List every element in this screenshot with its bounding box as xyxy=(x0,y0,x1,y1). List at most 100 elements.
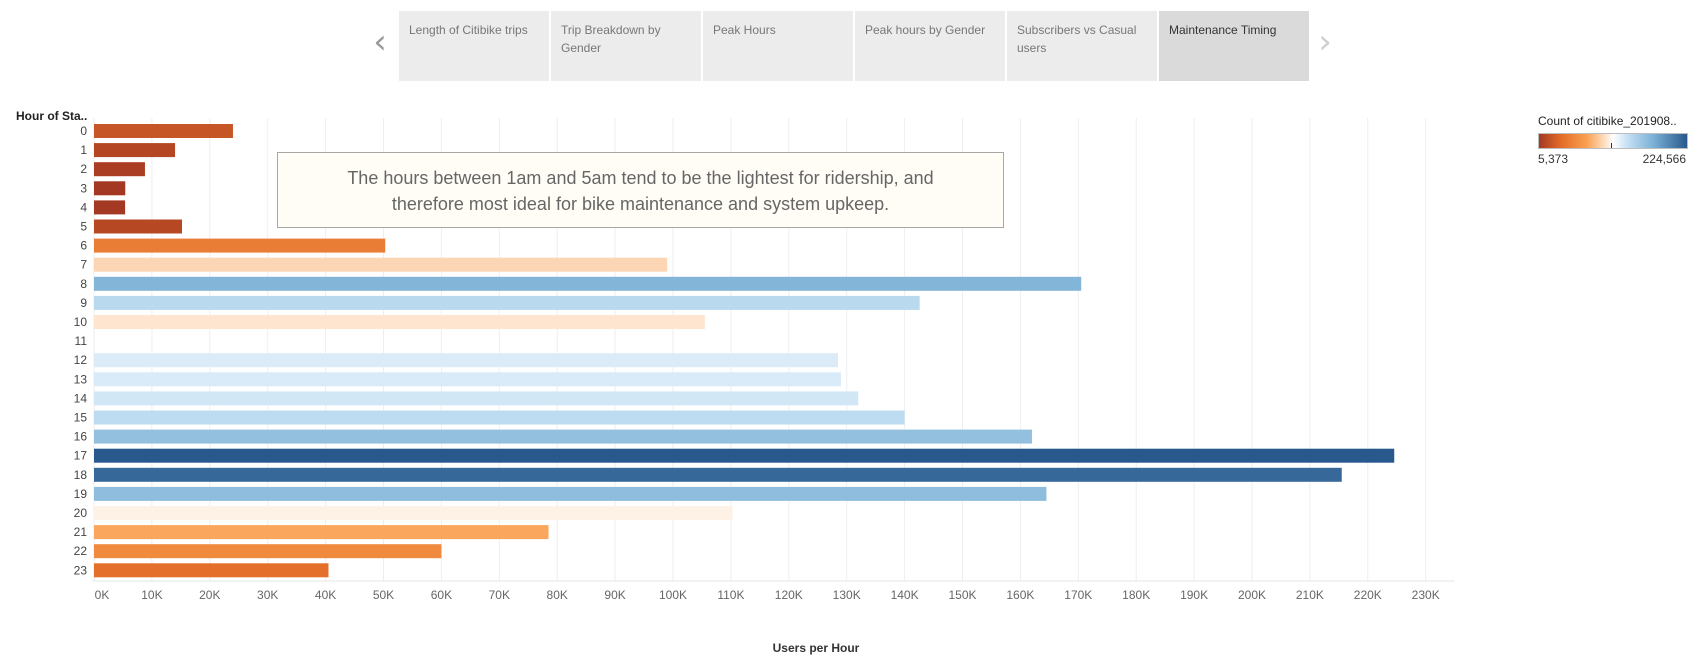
y-tick-label: 8 xyxy=(80,277,87,291)
x-tick-label: 100K xyxy=(659,588,687,602)
y-tick-label: 5 xyxy=(80,220,87,234)
bar-hour-10[interactable] xyxy=(94,315,705,329)
y-tick-label: 19 xyxy=(74,487,88,501)
y-tick-label: 13 xyxy=(74,372,88,386)
x-tick-label: 70K xyxy=(489,588,510,602)
x-tick-label: 170K xyxy=(1064,588,1092,602)
y-tick-label: 16 xyxy=(74,430,88,444)
legend-gradient xyxy=(1538,133,1688,149)
bar-hour-6[interactable] xyxy=(94,238,386,253)
tab-maintenance-timing[interactable]: Maintenance Timing xyxy=(1159,11,1309,81)
bar-hour-18[interactable] xyxy=(94,467,1342,482)
x-tick-label: 110K xyxy=(717,588,744,602)
x-tick-labels: 0K 10K 20K 30K 40K 50K 60K 70K 80K 90K 100K 110K 120… xyxy=(95,588,1440,602)
bar-hour-0[interactable] xyxy=(94,124,233,138)
tab-label: Peak Hours xyxy=(713,23,776,37)
bar-hour-8[interactable] xyxy=(94,276,1082,291)
bar-hour-5[interactable] xyxy=(94,219,183,234)
x-tick-label: 230K xyxy=(1412,588,1440,602)
tab-label: Trip Breakdown by Gender xyxy=(561,23,661,55)
bar-hour-2[interactable] xyxy=(94,162,145,177)
annotation-line-2: therefore most ideal for bike maintenanc… xyxy=(391,194,890,214)
tab-length-of-trips[interactable]: Length of Citibike trips xyxy=(399,11,549,81)
tab-label: Maintenance Timing xyxy=(1169,23,1277,37)
chevron-left-icon[interactable]: ‹ xyxy=(373,22,387,62)
tab-peak-hours[interactable]: Peak Hours xyxy=(703,11,853,81)
legend-max-label: 224,566 xyxy=(1642,152,1686,166)
y-tick-label: 23 xyxy=(74,563,88,577)
y-tick-label: 9 xyxy=(80,296,87,310)
y-tick-label: 10 xyxy=(74,315,88,329)
chevron-right-icon[interactable]: › xyxy=(1318,22,1332,62)
x-tick-label: 60K xyxy=(431,588,452,602)
x-tick-label: 90K xyxy=(604,588,625,602)
bar-hour-7[interactable] xyxy=(94,257,668,272)
bar-hour-21[interactable] xyxy=(94,525,549,540)
y-tick-label: 3 xyxy=(80,181,87,195)
legend-min-label: 5,373 xyxy=(1538,152,1569,166)
bar-hour-22[interactable] xyxy=(94,544,442,559)
story-navigator: ‹ Length of Citibike trips Trip Breakdow… xyxy=(0,0,1691,90)
y-tick-label: 14 xyxy=(74,391,88,405)
y-tick-label: 6 xyxy=(80,239,87,253)
x-tick-label: 190K xyxy=(1180,588,1208,602)
bar-hour-9[interactable] xyxy=(94,295,920,310)
y-tick-label: 15 xyxy=(74,411,88,425)
x-tick-label: 210K xyxy=(1296,588,1324,602)
y-tick-label: 1 xyxy=(80,143,87,157)
x-tick-label: 200K xyxy=(1238,588,1266,602)
x-tick-label: 220K xyxy=(1354,588,1382,602)
x-tick-label: 50K xyxy=(373,588,394,602)
x-tick-label: 180K xyxy=(1122,588,1150,602)
bar-hour-23[interactable] xyxy=(94,563,329,578)
x-axis-title: Users per Hour xyxy=(773,641,860,655)
bar-hour-16[interactable] xyxy=(94,429,1032,444)
bar-hour-3[interactable] xyxy=(94,181,126,196)
y-tick-label: 2 xyxy=(80,162,87,176)
legend-title: Count of citibike_201908.. xyxy=(1538,114,1677,128)
x-tick-label: 0K xyxy=(95,588,110,602)
y-tick-label: 21 xyxy=(74,525,88,539)
y-tick-label: 22 xyxy=(74,544,88,558)
bar-hour-17[interactable] xyxy=(94,448,1395,463)
x-tick-label: 20K xyxy=(199,588,220,602)
x-tick-label: 30K xyxy=(257,588,278,602)
tab-label: Peak hours by Gender xyxy=(865,23,986,37)
tab-label: Subscribers vs Casual users xyxy=(1017,23,1137,55)
y-tick-label: 7 xyxy=(80,258,87,272)
annotation-box: The hours between 1am and 5am tend to be… xyxy=(277,152,1004,228)
x-tick-label: 130K xyxy=(833,588,861,602)
y-tick-label: 12 xyxy=(74,353,88,367)
y-tick-label: 0 xyxy=(80,124,87,138)
bar-hour-15[interactable] xyxy=(94,410,905,425)
tab-subscribers-vs-casual[interactable]: Subscribers vs Casual users xyxy=(1007,11,1157,81)
legend-center-tick xyxy=(1611,143,1612,148)
x-tick-label: 120K xyxy=(775,588,803,602)
x-tick-label: 40K xyxy=(315,588,336,602)
bars xyxy=(94,124,1395,578)
bar-hour-12[interactable] xyxy=(94,353,839,368)
x-tick-label: 80K xyxy=(547,588,568,602)
y-tick-label: 4 xyxy=(80,200,87,214)
annotation-line-1: The hours between 1am and 5am tend to be… xyxy=(347,168,934,188)
tab-trip-breakdown-gender[interactable]: Trip Breakdown by Gender xyxy=(551,11,701,81)
y-tick-label: 18 xyxy=(74,468,88,482)
bar-hour-19[interactable] xyxy=(94,486,1047,501)
bar-hour-4[interactable] xyxy=(94,200,126,215)
bar-hour-20[interactable] xyxy=(94,506,733,520)
y-tick-label: 20 xyxy=(74,506,88,520)
bar-hour-13[interactable] xyxy=(94,372,841,387)
y-tick-label: 11 xyxy=(75,334,88,348)
x-tick-label: 10K xyxy=(141,588,162,602)
bar-hour-14[interactable] xyxy=(94,391,859,406)
tab-peak-hours-gender[interactable]: Peak hours by Gender xyxy=(855,11,1005,81)
bar-hour-1[interactable] xyxy=(94,143,176,158)
tab-label: Length of Citibike trips xyxy=(409,23,528,37)
y-axis-title: Hour of Sta.. xyxy=(16,109,87,123)
x-tick-label: 140K xyxy=(891,588,919,602)
color-legend: Count of citibike_201908.. 5,373 224,566 xyxy=(1538,114,1688,166)
x-tick-label: 150K xyxy=(948,588,976,602)
x-tick-label: 160K xyxy=(1006,588,1034,602)
